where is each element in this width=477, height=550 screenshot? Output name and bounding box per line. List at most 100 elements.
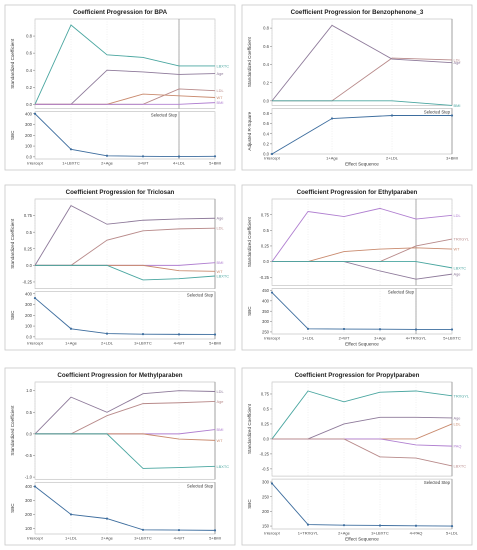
x-tick-label: 2+Age (101, 161, 113, 166)
y-tick-label: 100 (25, 526, 33, 531)
y-tick-label: 350 (262, 309, 270, 314)
series-line-lbxtc (34, 24, 215, 105)
criterion-point (306, 327, 310, 330)
y-tick-label: 400 (262, 298, 270, 303)
series-line-age (34, 205, 216, 266)
x-tick-label: Intercept (27, 161, 43, 166)
criterion-point (177, 155, 181, 158)
series-label-paq: PAQ (454, 444, 462, 449)
series-line-trxgyl (271, 390, 453, 440)
series-label-ldl: LDL (454, 57, 462, 62)
criterion-point (450, 328, 454, 331)
series-label-bmi: BMI (217, 427, 224, 432)
x-tick-label: 1+LDL (302, 336, 315, 341)
chart-panel-2: Coefficient Progression for Benzophenone… (241, 4, 473, 171)
y-tick-label: 0.8 (26, 34, 32, 39)
y-tick-label: -1.0 (25, 475, 33, 480)
y-tick-label: -0.5 (25, 453, 33, 458)
y-tick-label: 0.2 (263, 141, 269, 146)
y-tick-label: 400 (25, 484, 33, 489)
y-tick-label: 0.5 (263, 228, 269, 233)
panel-frame (241, 184, 473, 351)
chart-title: Coefficient Progression for Propylparabe… (295, 372, 420, 379)
bottom-y-axis-label: SBC (247, 499, 252, 509)
x-tick-label: 5+BMI (209, 341, 221, 346)
criterion-point (330, 117, 334, 120)
x-tick-label: 4+TRXGYL (406, 336, 427, 341)
criterion-point (105, 517, 109, 520)
criterion-point (390, 114, 394, 117)
x-tick-label: Intercept (27, 341, 43, 346)
selected-step-label: Selected Step (187, 293, 214, 298)
criterion-line (34, 486, 216, 531)
series-label-ldl: LDL (217, 226, 225, 231)
chart-panel-3: Coefficient Progression for Triclosan -0.… (4, 184, 236, 351)
y-tick-label: 0.8 (263, 111, 269, 116)
selected-step-label: Selected Step (187, 483, 214, 488)
series-line-ldl (271, 207, 453, 262)
x-tick-label: Intercept (264, 531, 280, 536)
coefficient-plot-area (34, 18, 216, 109)
x-tick-label: 4+WT (174, 341, 185, 346)
x-tick-label: 1+Age (65, 341, 77, 346)
y-tick-label: 0.75 (261, 212, 270, 217)
x-axis-label: Effect Sequence (345, 162, 379, 167)
y-tick-label: 0.0 (26, 154, 32, 159)
y-tick-label: 300 (25, 302, 33, 307)
panel-frame (4, 184, 236, 351)
panel-frame (241, 367, 473, 546)
criterion-point (177, 333, 181, 336)
criterion-point (33, 112, 37, 115)
x-tick-label: 1+TRXGYL (298, 531, 319, 536)
y-tick-label: 0.5 (263, 407, 269, 412)
chart-panel-5: Coefficient Progression for Methylparabe… (4, 367, 236, 546)
criterion-line (34, 297, 216, 335)
x-tick-label: 3+WT (138, 161, 149, 166)
x-tick-label: 3+BMI (446, 156, 458, 161)
series-label-lbxtc: LBXTC (217, 464, 230, 469)
y-tick-label: 0.5 (26, 230, 32, 235)
series-label-ldl: LDL (217, 88, 225, 93)
series-line-lbxtc (272, 438, 453, 467)
criterion-point (414, 524, 418, 527)
criterion-point (105, 332, 109, 335)
x-tick-label: 3+LBXTC (371, 531, 389, 536)
chart-title: Coefficient Progression for Triclosan (66, 189, 175, 196)
criterion-line (34, 113, 216, 157)
y-tick-label: 0.4 (263, 131, 269, 136)
series-label-wt: WT (454, 247, 461, 252)
series-label-bmi: BMI (454, 103, 461, 108)
x-tick-label: 2+WT (339, 336, 350, 341)
y-tick-label: 0.0 (26, 102, 32, 107)
series-label-ldl: LDL (454, 421, 462, 426)
criterion-point (69, 148, 73, 151)
y-tick-label: 0.2 (263, 80, 269, 85)
series-label-bmi: BMI (217, 260, 224, 265)
y-tick-label: 0.2 (26, 85, 32, 90)
bottom-y-axis-label: Adjusted R-Square (247, 111, 252, 150)
y-tick-label: -0.5 (262, 466, 270, 471)
series-line-age (271, 24, 453, 102)
criterion-point (450, 524, 454, 528)
y-tick-label: 250 (262, 330, 270, 335)
y-tick-label: 0.75 (261, 392, 270, 397)
series-label-lbxtc: LBXTC (454, 265, 467, 270)
chart-title: Coefficient Progression for Benzophenone… (291, 9, 424, 16)
criterion-point (378, 328, 382, 331)
x-tick-label: 3+Age (374, 336, 386, 341)
series-label-age: Age (454, 415, 461, 420)
y-tick-label: 300 (262, 480, 270, 485)
series-line-bmi (272, 100, 453, 106)
selected-step-label: Selected Step (388, 289, 415, 294)
y-tick-label: 1.0 (26, 388, 32, 393)
panel-frame (4, 4, 236, 171)
series-line-lbxtc (35, 433, 216, 469)
series-line-ldl (34, 390, 216, 435)
top-y-axis-label: Standardized Coefficient (10, 38, 15, 89)
series-label-age: Age (454, 60, 461, 65)
series-label-age: Age (217, 71, 224, 76)
criterion-point (270, 482, 274, 485)
y-tick-label: 0.0 (26, 263, 32, 268)
chart-panel-1: Coefficient Progression for BPA 0.0 0.2 0.4… (4, 4, 236, 171)
